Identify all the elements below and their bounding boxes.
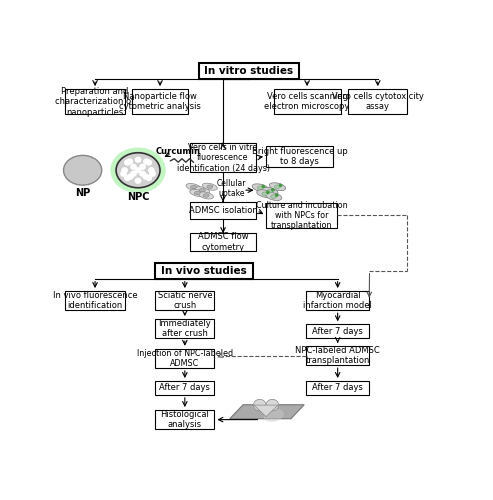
Circle shape <box>125 160 130 165</box>
Circle shape <box>125 176 130 180</box>
Circle shape <box>143 174 148 179</box>
Text: After 7 days: After 7 days <box>312 384 363 392</box>
Ellipse shape <box>275 185 281 188</box>
Text: NPC: NPC <box>127 192 149 202</box>
Text: Vero cells in vitro
fluorescence
identification (24 days): Vero cells in vitro fluorescence identif… <box>176 143 270 172</box>
Text: In vivo studies: In vivo studies <box>161 266 247 276</box>
FancyBboxPatch shape <box>266 146 333 167</box>
Text: Nanoparticle flow
cytometric analysis: Nanoparticle flow cytometric analysis <box>119 92 201 112</box>
Ellipse shape <box>203 194 209 197</box>
FancyBboxPatch shape <box>306 324 369 338</box>
Text: NP: NP <box>75 188 90 198</box>
FancyBboxPatch shape <box>155 319 214 338</box>
Circle shape <box>253 400 266 411</box>
Text: ADMSC flow
cytometry: ADMSC flow cytometry <box>198 232 248 252</box>
Circle shape <box>131 172 136 176</box>
Circle shape <box>266 400 279 411</box>
FancyBboxPatch shape <box>155 410 214 429</box>
Circle shape <box>136 178 141 183</box>
Circle shape <box>140 172 145 176</box>
Text: Immediately
after crush: Immediately after crush <box>158 319 211 338</box>
Ellipse shape <box>195 186 210 194</box>
Ellipse shape <box>64 156 102 185</box>
FancyBboxPatch shape <box>155 291 214 310</box>
Ellipse shape <box>116 153 160 188</box>
Circle shape <box>144 159 149 164</box>
Text: Injection of NPC-labeled
ADMSC: Injection of NPC-labeled ADMSC <box>137 348 233 368</box>
FancyBboxPatch shape <box>274 89 341 114</box>
Text: Bright fluorescence up
to 8 days: Bright fluorescence up to 8 days <box>251 146 348 166</box>
Ellipse shape <box>194 191 200 194</box>
Text: Histological
analysis: Histological analysis <box>160 410 210 430</box>
Text: Vero cells scanning
electron microscopy: Vero cells scanning electron microscopy <box>264 92 350 112</box>
FancyBboxPatch shape <box>132 89 188 114</box>
FancyBboxPatch shape <box>190 202 256 219</box>
Ellipse shape <box>110 148 166 193</box>
FancyBboxPatch shape <box>348 89 407 114</box>
Text: Curcumin: Curcumin <box>156 146 201 156</box>
Circle shape <box>136 168 141 172</box>
Text: Vero cells cytotoxicity
assay: Vero cells cytotoxicity assay <box>332 92 423 112</box>
Circle shape <box>267 191 269 194</box>
Circle shape <box>280 184 282 186</box>
Text: Myocardial
infarction model: Myocardial infarction model <box>303 291 372 310</box>
Circle shape <box>146 160 151 165</box>
Text: Preparation and
characterization of
nanoparticles: Preparation and characterization of nano… <box>56 87 135 117</box>
FancyBboxPatch shape <box>306 381 369 395</box>
Circle shape <box>122 168 127 172</box>
Circle shape <box>127 159 132 164</box>
Ellipse shape <box>186 184 201 190</box>
Polygon shape <box>230 405 304 419</box>
Text: After 7 days: After 7 days <box>312 327 363 336</box>
Text: Sciatic nerve
crush: Sciatic nerve crush <box>158 291 212 310</box>
FancyBboxPatch shape <box>266 203 337 228</box>
Ellipse shape <box>207 185 213 188</box>
Ellipse shape <box>267 190 273 193</box>
Text: Cellular
uptake: Cellular uptake <box>217 179 246 199</box>
Circle shape <box>150 172 155 176</box>
Text: NPC-labeled ADMSC
transplantation: NPC-labeled ADMSC transplantation <box>295 346 380 366</box>
Text: In vitro studies: In vitro studies <box>204 66 293 76</box>
Circle shape <box>276 194 278 196</box>
FancyBboxPatch shape <box>66 89 125 114</box>
FancyBboxPatch shape <box>190 144 256 172</box>
Ellipse shape <box>271 194 277 198</box>
Circle shape <box>128 174 133 179</box>
FancyBboxPatch shape <box>199 63 298 79</box>
FancyBboxPatch shape <box>155 349 214 368</box>
Ellipse shape <box>257 190 273 198</box>
Ellipse shape <box>252 184 269 192</box>
Ellipse shape <box>190 186 197 189</box>
Ellipse shape <box>264 408 284 422</box>
Circle shape <box>131 164 136 169</box>
Circle shape <box>262 186 265 188</box>
Ellipse shape <box>190 190 205 196</box>
Circle shape <box>146 176 151 180</box>
FancyBboxPatch shape <box>306 291 369 310</box>
FancyBboxPatch shape <box>190 233 256 251</box>
Circle shape <box>272 189 274 191</box>
Text: In vivo fluorescence
identification: In vivo fluorescence identification <box>53 291 138 310</box>
Circle shape <box>149 168 154 172</box>
Ellipse shape <box>199 188 205 192</box>
Ellipse shape <box>262 188 278 195</box>
Text: After 7 days: After 7 days <box>159 384 211 392</box>
Ellipse shape <box>269 183 285 190</box>
FancyBboxPatch shape <box>66 291 125 310</box>
Ellipse shape <box>257 186 263 190</box>
FancyBboxPatch shape <box>155 381 214 395</box>
Ellipse shape <box>266 192 282 200</box>
FancyBboxPatch shape <box>155 262 252 279</box>
FancyBboxPatch shape <box>306 346 369 365</box>
Circle shape <box>136 158 141 162</box>
Circle shape <box>121 172 126 176</box>
Polygon shape <box>254 405 278 416</box>
Text: Culture and incubation
with NPCs for
transplantation: Culture and incubation with NPCs for tra… <box>255 200 347 230</box>
Text: ADMSC isolation: ADMSC isolation <box>189 206 257 215</box>
Ellipse shape <box>203 183 217 190</box>
Ellipse shape <box>262 192 268 196</box>
Circle shape <box>140 164 145 169</box>
Ellipse shape <box>199 192 213 199</box>
